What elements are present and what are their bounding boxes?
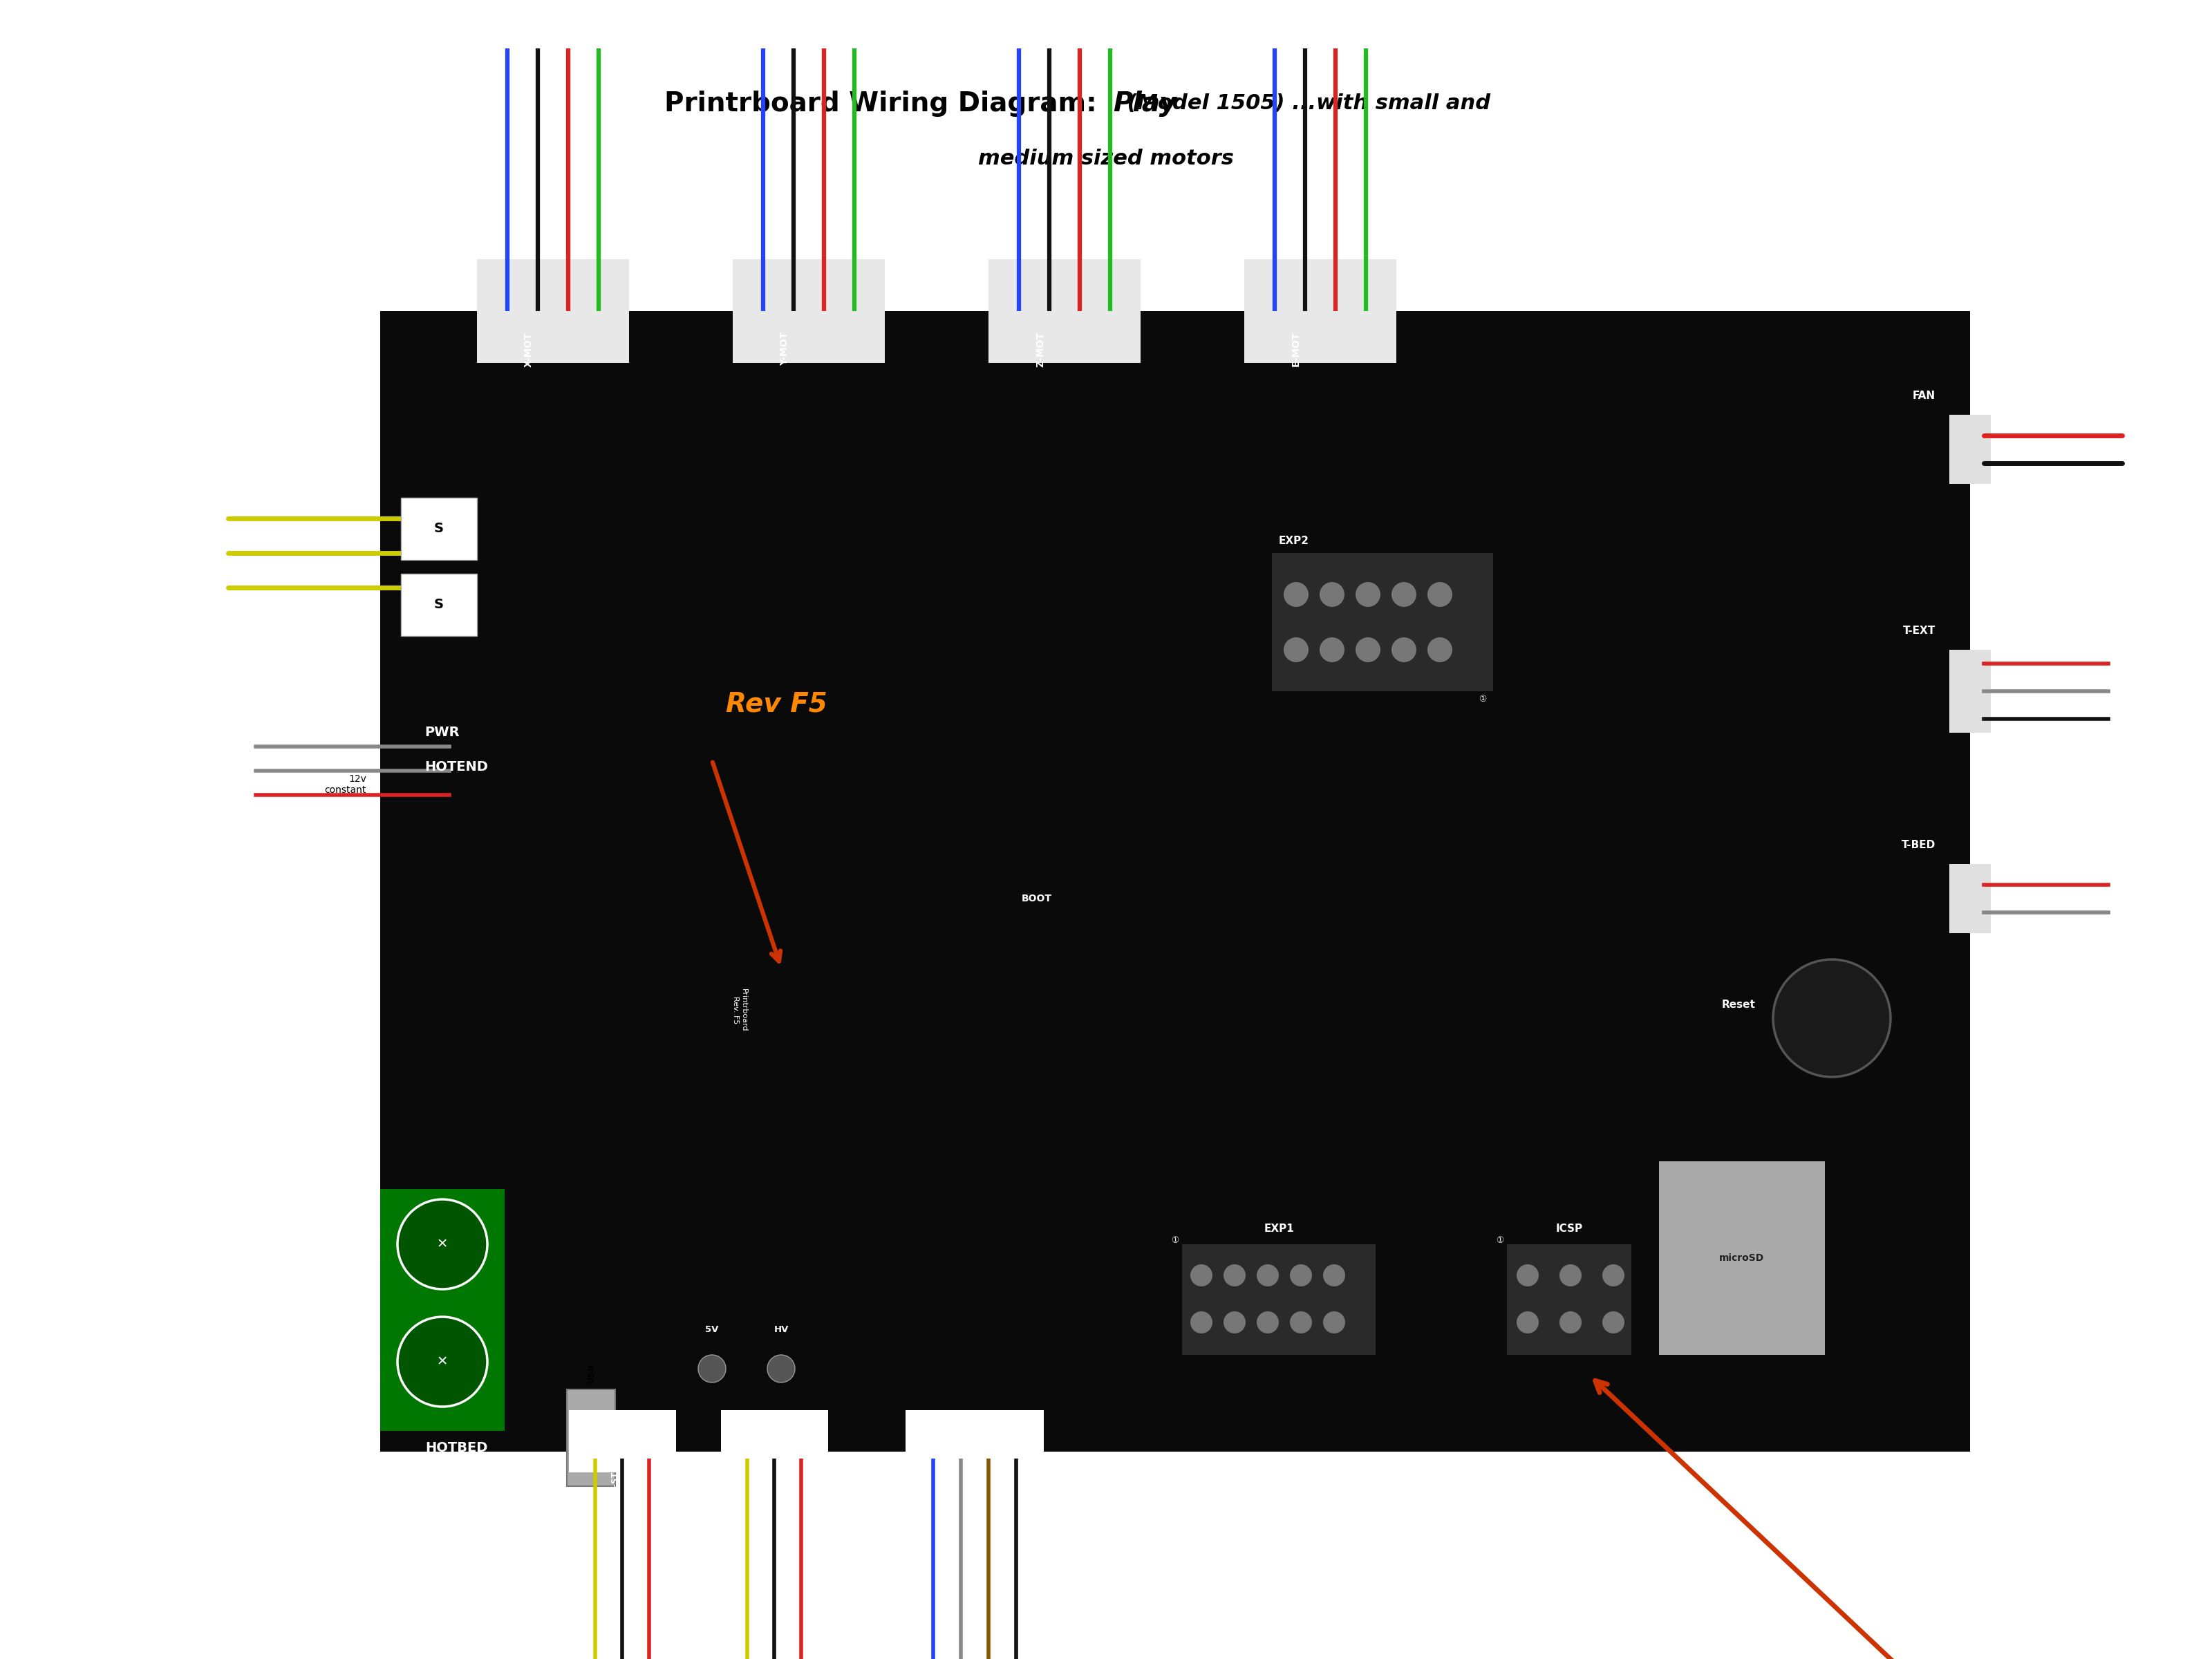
Bar — [1949, 864, 1991, 932]
Text: BOOT: BOOT — [1022, 894, 1053, 902]
Text: microSD: microSD — [1719, 1253, 1765, 1262]
Text: ICSP: ICSP — [1555, 1224, 1582, 1234]
Circle shape — [1391, 582, 1416, 607]
Text: PWR: PWR — [425, 727, 460, 738]
Bar — [721, 1410, 827, 1473]
Bar — [905, 1410, 1044, 1473]
Bar — [1949, 650, 1991, 733]
Text: Rev F5: Rev F5 — [726, 692, 827, 717]
Bar — [1181, 1244, 1376, 1355]
Bar — [400, 574, 478, 635]
Circle shape — [699, 1355, 726, 1382]
Text: ①: ① — [1478, 695, 1486, 703]
Text: HOTEND: HOTEND — [425, 760, 489, 773]
Bar — [380, 1190, 504, 1430]
Text: ✕: ✕ — [436, 1238, 449, 1251]
Circle shape — [1356, 582, 1380, 607]
Text: medium sized motors: medium sized motors — [978, 149, 1234, 169]
Bar — [1949, 415, 1991, 484]
Circle shape — [1256, 1264, 1279, 1286]
Circle shape — [1391, 637, 1416, 662]
Circle shape — [398, 1199, 487, 1289]
Circle shape — [1559, 1264, 1582, 1286]
Bar — [989, 259, 1141, 363]
Text: ①: ① — [1170, 1236, 1179, 1246]
Circle shape — [1559, 1311, 1582, 1334]
Circle shape — [398, 1317, 487, 1407]
Bar — [1506, 1244, 1632, 1355]
Text: T-BED: T-BED — [1902, 839, 1936, 849]
Text: (Model 1505) ...with small and: (Model 1505) ...with small and — [1119, 93, 1491, 114]
Circle shape — [768, 1355, 794, 1382]
Text: ✕: ✕ — [436, 1355, 449, 1369]
Text: Printrboard
Rev. F5: Printrboard Rev. F5 — [732, 989, 748, 1032]
Bar — [478, 259, 628, 363]
Circle shape — [1427, 582, 1453, 607]
Circle shape — [1290, 1264, 1312, 1286]
Bar — [732, 259, 885, 363]
Circle shape — [1290, 1311, 1312, 1334]
Text: Z-MOT: Z-MOT — [1035, 332, 1046, 367]
Text: EXP1: EXP1 — [1263, 1224, 1294, 1234]
Text: Reset: Reset — [1721, 999, 1756, 1010]
Text: S: S — [434, 599, 445, 612]
Circle shape — [1323, 1311, 1345, 1334]
Text: X-STOP: X-STOP — [611, 1458, 619, 1491]
Circle shape — [1356, 637, 1380, 662]
Circle shape — [1283, 582, 1310, 607]
Bar — [566, 1390, 615, 1486]
Text: FAN: FAN — [1913, 390, 1936, 401]
Text: Y-MOT: Y-MOT — [779, 332, 790, 365]
Text: USB: USB — [586, 1362, 595, 1382]
Bar — [88, 282, 197, 390]
Circle shape — [1283, 637, 1310, 662]
Text: Z-STOP: Z-STOP — [962, 1458, 973, 1491]
Circle shape — [1321, 637, 1345, 662]
Bar — [400, 498, 478, 559]
Text: EXP2: EXP2 — [1279, 536, 1310, 546]
Circle shape — [1601, 1264, 1624, 1286]
Circle shape — [1517, 1264, 1540, 1286]
Bar — [380, 312, 1971, 1452]
Circle shape — [1427, 637, 1453, 662]
Circle shape — [1517, 1311, 1540, 1334]
Bar — [1243, 259, 1396, 363]
Text: S: S — [434, 523, 445, 536]
Circle shape — [1323, 1264, 1345, 1286]
Text: E-MOT: E-MOT — [1292, 332, 1301, 367]
Text: 5V: 5V — [706, 1326, 719, 1334]
Circle shape — [1321, 582, 1345, 607]
Circle shape — [1774, 959, 1891, 1077]
Bar — [1272, 552, 1493, 692]
Bar — [568, 1410, 675, 1473]
Text: Play: Play — [1113, 91, 1177, 116]
Text: 12v
constant: 12v constant — [325, 775, 367, 795]
Text: ①: ① — [1495, 1236, 1504, 1246]
Text: T-EXT: T-EXT — [1902, 625, 1936, 635]
Circle shape — [1223, 1264, 1245, 1286]
Circle shape — [1190, 1264, 1212, 1286]
Text: HV: HV — [774, 1326, 787, 1334]
Text: X-MOT: X-MOT — [524, 332, 533, 367]
Circle shape — [1223, 1311, 1245, 1334]
Circle shape — [1601, 1311, 1624, 1334]
Circle shape — [1256, 1311, 1279, 1334]
Text: Y-STOP: Y-STOP — [763, 1458, 772, 1491]
Bar — [1659, 1161, 1825, 1355]
Circle shape — [1190, 1311, 1212, 1334]
Text: HOTBED: HOTBED — [425, 1442, 487, 1455]
Text: Printrboard Wiring Diagram:: Printrboard Wiring Diagram: — [664, 91, 1106, 116]
